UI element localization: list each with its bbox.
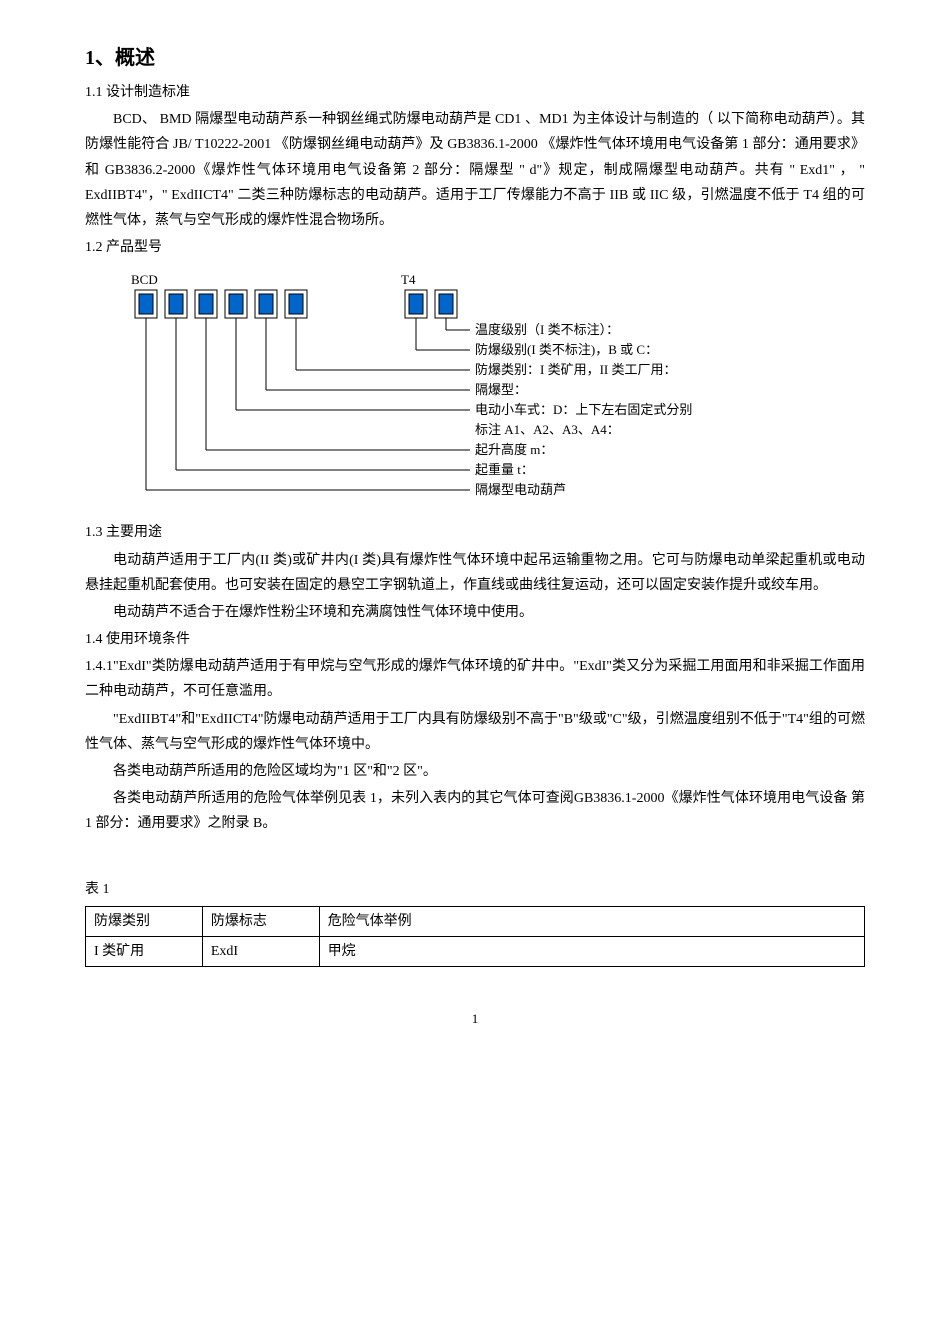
subheading-1-3: 1.3 主要用途 bbox=[85, 520, 865, 545]
table1: 防爆类别 防爆标志 危险气体举例 I 类矿用 ExdI 甲烷 bbox=[85, 906, 865, 967]
svg-text:起升高度 m：: 起升高度 m： bbox=[475, 442, 553, 457]
subheading-1-2: 1.2 产品型号 bbox=[85, 235, 865, 260]
table-header-cell: 防爆标志 bbox=[202, 906, 319, 936]
svg-text:隔爆型电动葫芦: 隔爆型电动葫芦 bbox=[475, 482, 566, 497]
svg-text:防爆类别：I 类矿用，II 类工厂用：: 防爆类别：I 类矿用，II 类工厂用： bbox=[475, 362, 677, 377]
paragraph-1-4-4: 各类电动葫芦所适用的危险气体举例见表 1，未列入表内的其它气体可查阅GB3836… bbox=[85, 786, 865, 836]
table-cell: 甲烷 bbox=[319, 936, 864, 966]
table-cell: ExdI bbox=[202, 936, 319, 966]
svg-text:标注 A1、A2、A3、A4：: 标注 A1、A2、A3、A4： bbox=[475, 422, 620, 437]
diagram-svg: BCD T4 温度级别（I 类不标注）： 防爆级别(I 类不标注)，B 或 C： 防爆类… bbox=[115, 270, 815, 510]
paragraph-1-4-2: "ExdIIBT4"和"ExdIICT4"防爆电动葫芦适用于工厂内具有防爆级别不… bbox=[85, 707, 865, 757]
table1-caption: 表 1 bbox=[85, 877, 865, 902]
table-row: I 类矿用 ExdI 甲烷 bbox=[86, 936, 865, 966]
svg-text:BCD: BCD bbox=[131, 272, 158, 287]
svg-text:电动小车式：D：上下左右固定式分别: 电动小车式：D：上下左右固定式分别 bbox=[475, 402, 692, 417]
paragraph-1-4-3: 各类电动葫芦所适用的危险区域均为"1 区"和"2 区"。 bbox=[85, 759, 865, 784]
subheading-1-1: 1.1 设计制造标准 bbox=[85, 80, 865, 105]
svg-text:隔爆型：: 隔爆型： bbox=[475, 382, 527, 397]
svg-text:T4: T4 bbox=[401, 272, 416, 287]
paragraph-1-4-1: 1.4.1"ExdI"类防爆电动葫芦适用于有甲烷与空气形成的爆炸气体环境的矿井中… bbox=[85, 654, 865, 704]
paragraph-1-3-1: 电动葫芦适用于工厂内(II 类)或矿井内(I 类)具有爆炸性气体环境中起吊运输重… bbox=[85, 548, 865, 598]
svg-text:防爆级别(I 类不标注)，B 或 C：: 防爆级别(I 类不标注)，B 或 C： bbox=[475, 342, 658, 357]
table-header-cell: 防爆类别 bbox=[86, 906, 203, 936]
svg-text:起重量 t：: 起重量 t： bbox=[475, 462, 534, 477]
product-model-diagram: BCD T4 温度级别（I 类不标注）： 防爆级别(I 类不标注)，B 或 C： 防爆类… bbox=[115, 270, 865, 510]
page-number: 1 bbox=[85, 1007, 865, 1030]
subheading-1-4: 1.4 使用环境条件 bbox=[85, 627, 865, 652]
paragraph-1-1: BCD、 BMD 隔爆型电动葫芦系一种钢丝绳式防爆电动葫芦是 CD1 、MD1 … bbox=[85, 107, 865, 233]
table-header-cell: 危险气体举例 bbox=[319, 906, 864, 936]
svg-text:温度级别（I 类不标注）：: 温度级别（I 类不标注）： bbox=[475, 322, 619, 337]
section-title: 1、概述 bbox=[85, 40, 865, 76]
table-cell: I 类矿用 bbox=[86, 936, 203, 966]
table-row: 防爆类别 防爆标志 危险气体举例 bbox=[86, 906, 865, 936]
paragraph-1-3-2: 电动葫芦不适合于在爆炸性粉尘环境和充满腐蚀性气体环境中使用。 bbox=[85, 600, 865, 625]
